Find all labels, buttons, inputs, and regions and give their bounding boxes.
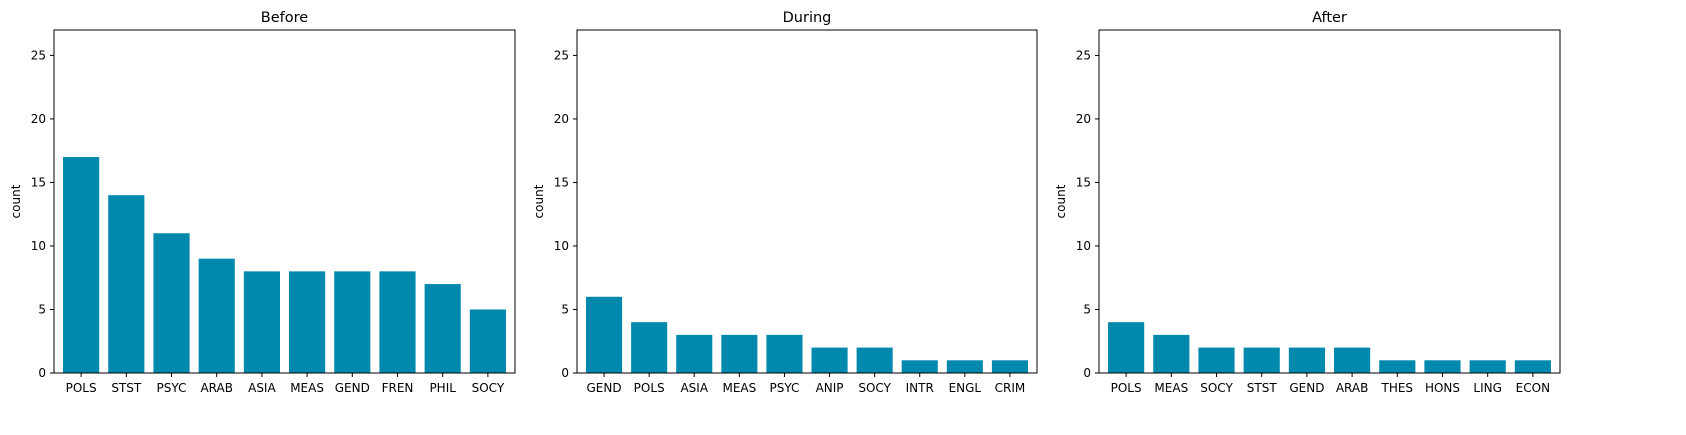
x-tick-label: PHIL xyxy=(429,381,456,395)
y-tick-label: 15 xyxy=(554,175,569,189)
y-axis-label: count xyxy=(9,184,23,218)
panel-before: Before count POLS STST PSYC ARAB ASIA MEAS GEN… xyxy=(9,10,516,395)
y-tick-label: 25 xyxy=(554,48,569,62)
x-tick-label: GEND xyxy=(335,381,370,395)
x-tick-label: PSYC xyxy=(769,381,799,395)
x-tick-label: ASIA xyxy=(680,381,708,395)
axes-frame xyxy=(576,29,1038,374)
y-axis-label: count xyxy=(532,184,546,218)
bar-crim xyxy=(991,360,1028,373)
x-tick-label: MEAS xyxy=(722,381,756,395)
y-tick-label: 20 xyxy=(554,112,569,126)
x-tick-label: STST xyxy=(1247,381,1278,395)
x-tick-label: GEND xyxy=(1289,381,1324,395)
x-tick-label: ASIA xyxy=(248,381,276,395)
x-tick-label: ARAB xyxy=(200,381,233,395)
bar-intr xyxy=(901,360,938,373)
x-tick-label: ARAB xyxy=(1336,381,1369,395)
bar-psyc xyxy=(153,233,190,373)
x-tick-label: LING xyxy=(1473,381,1502,395)
x-tick-label: SOCY xyxy=(858,381,891,395)
bar-pols xyxy=(63,157,100,373)
panel-title: Before xyxy=(261,10,308,26)
x-tick-label: POLS xyxy=(66,381,97,395)
y-tick-label: 20 xyxy=(31,112,46,126)
bar-anip xyxy=(811,347,848,373)
x-tick-label: MEAS xyxy=(290,381,324,395)
bar-fren xyxy=(379,271,416,373)
bar-psyc xyxy=(766,334,803,373)
bar-gend xyxy=(334,271,371,373)
bar-stst xyxy=(108,195,145,373)
panel-after: After count POLS MEAS SOCY STST GEND ARAB THES… xyxy=(1054,10,1561,395)
bar-ling xyxy=(1469,360,1506,373)
bar-socy xyxy=(469,309,506,373)
bar-asia xyxy=(243,271,280,373)
bar-socy xyxy=(1198,347,1235,373)
bar-meas xyxy=(289,271,326,373)
y-tick-label: 0 xyxy=(1083,366,1091,380)
bar-meas xyxy=(1153,334,1190,373)
y-tick-label: 0 xyxy=(38,366,46,380)
panel-title: During xyxy=(783,10,832,26)
x-tick-label: ENGL xyxy=(949,381,982,395)
bar-pols xyxy=(1108,322,1145,373)
y-tick-label: 5 xyxy=(561,302,569,316)
bar-engl xyxy=(946,360,983,373)
bar-thes xyxy=(1379,360,1416,373)
axes-frame xyxy=(1098,29,1561,374)
y-tick-label: 25 xyxy=(1076,48,1091,62)
bar-meas xyxy=(721,334,758,373)
x-tick-label: CRIM xyxy=(995,381,1026,395)
x-tick-label: ANIP xyxy=(816,381,844,395)
x-tick-label: SOCY xyxy=(1200,381,1233,395)
y-tick-label: 15 xyxy=(1076,175,1091,189)
y-tick-label: 10 xyxy=(1076,239,1091,253)
y-tick-label: 15 xyxy=(31,175,46,189)
x-tick-label: THES xyxy=(1381,381,1414,395)
y-tick-label: 25 xyxy=(31,48,46,62)
y-tick-label: 10 xyxy=(31,239,46,253)
y-tick-label: 10 xyxy=(554,239,569,253)
x-tick-label: SOCY xyxy=(472,381,505,395)
bar-pols xyxy=(631,322,668,373)
bar-gend xyxy=(1288,347,1325,373)
x-tick-label: ECON xyxy=(1516,381,1550,395)
bar-arab xyxy=(198,258,235,373)
bar-econ xyxy=(1514,360,1551,373)
y-tick-label: 0 xyxy=(561,366,569,380)
x-tick-label: GEND xyxy=(587,381,622,395)
bar-stst xyxy=(1243,347,1280,373)
y-tick-label: 5 xyxy=(1083,302,1091,316)
x-tick-label: POLS xyxy=(1111,381,1142,395)
panel-during: During count GEND POLS ASIA MEAS PSYC ANIP SOC… xyxy=(532,10,1038,395)
x-tick-label: HONS xyxy=(1425,381,1460,395)
bar-asia xyxy=(676,334,713,373)
axes-frame xyxy=(53,29,516,374)
x-tick-label: FREN xyxy=(382,381,414,395)
x-tick-label: INTR xyxy=(906,381,934,395)
y-tick-label: 20 xyxy=(1076,112,1091,126)
x-tick-label: POLS xyxy=(634,381,665,395)
panel-title: After xyxy=(1312,10,1347,26)
y-axis-label: count xyxy=(1054,184,1068,218)
bar-phil xyxy=(424,284,461,373)
x-tick-label: PSYC xyxy=(157,381,187,395)
x-tick-label: STST xyxy=(111,381,142,395)
x-tick-label: MEAS xyxy=(1154,381,1188,395)
bar-hons xyxy=(1424,360,1461,373)
bar-gend xyxy=(586,296,623,373)
bar-socy xyxy=(856,347,893,373)
y-tick-label: 5 xyxy=(38,302,46,316)
bar-arab xyxy=(1334,347,1371,373)
